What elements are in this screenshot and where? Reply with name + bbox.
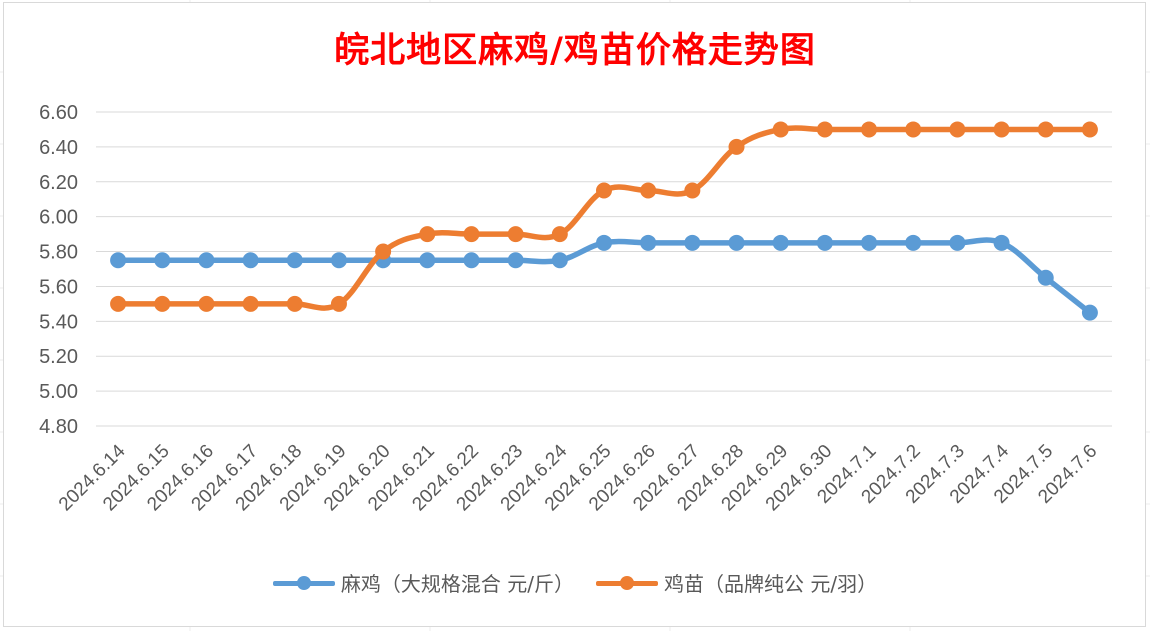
- series-0-point: [419, 252, 436, 269]
- y-tick-label: 6.40: [39, 137, 78, 159]
- series-1-point: [507, 226, 524, 243]
- series-0-point: [772, 234, 789, 251]
- series-0-point: [198, 252, 215, 269]
- series-1-point: [463, 226, 480, 243]
- legend-swatch-series-1: [596, 573, 658, 593]
- series-1-point: [1037, 121, 1054, 138]
- series-0-point: [596, 234, 612, 251]
- y-tick-label: 5.60: [39, 276, 78, 298]
- legend: 麻鸡（大规格混合 元/斤） 鸡苗（品牌纯公 元/羽）: [0, 568, 1150, 597]
- series-0-point: [728, 234, 745, 251]
- legend-label-series-0: 麻鸡（大规格混合 元/斤）: [340, 572, 574, 596]
- y-tick-label: 4.80: [39, 416, 78, 438]
- series-0-point: [330, 252, 347, 269]
- series-1-point: [286, 295, 303, 312]
- series-1-point: [419, 226, 436, 243]
- series-1-point: [905, 121, 922, 138]
- series-0-point: [640, 234, 657, 251]
- series-1-point: [596, 182, 612, 199]
- y-tick-label: 6.20: [39, 172, 78, 194]
- y-tick-label: 5.00: [39, 381, 78, 403]
- series-0-point: [242, 252, 259, 269]
- series-0-point: [463, 252, 480, 269]
- legend-item-series-1: 鸡苗（品牌纯公 元/羽）: [596, 568, 877, 597]
- series-0-point: [684, 234, 701, 251]
- series-0-point: [905, 234, 922, 251]
- series-1-point: [640, 182, 657, 199]
- series-0-point: [110, 252, 127, 269]
- y-tick-label: 6.00: [39, 207, 78, 229]
- y-tick-label: 5.80: [39, 242, 78, 264]
- series-0-point: [861, 234, 878, 251]
- y-tick-label: 5.20: [39, 346, 78, 368]
- legend-item-series-0: 麻鸡（大规格混合 元/斤）: [272, 568, 574, 597]
- series-1-point: [949, 121, 966, 138]
- series-0-point: [1081, 304, 1098, 321]
- series-0-point: [816, 234, 833, 251]
- y-tick-label: 5.40: [39, 311, 78, 333]
- series-1-point: [728, 138, 745, 155]
- series-1-point: [772, 121, 789, 138]
- series-1-point: [154, 295, 171, 312]
- legend-label-series-1: 鸡苗（品牌纯公 元/羽）: [664, 572, 878, 596]
- series-1-point: [551, 226, 568, 243]
- chart-title: 皖北地区麻鸡/鸡苗价格走势图: [334, 30, 816, 71]
- series-0-point: [507, 252, 524, 269]
- y-tick-label: 6.60: [39, 102, 78, 124]
- series-1-point: [861, 121, 878, 138]
- series-1-point: [816, 121, 833, 138]
- series-1-point: [375, 243, 392, 260]
- chart-frame[interactable]: [3, 2, 1146, 627]
- series-1-point: [684, 182, 701, 199]
- series-1-point: [330, 295, 347, 312]
- series-1-point: [1081, 121, 1098, 138]
- series-1-point: [110, 295, 127, 312]
- series-0-point: [993, 234, 1010, 251]
- series-1-point: [242, 295, 259, 312]
- series-0-point: [154, 252, 171, 269]
- series-1-point: [198, 295, 215, 312]
- series-0-point: [286, 252, 303, 269]
- series-0-point: [1037, 269, 1054, 286]
- legend-swatch-series-0: [272, 573, 335, 593]
- series-0-point: [551, 252, 568, 269]
- series-1-point: [993, 121, 1010, 138]
- series-line-1: [115, 125, 1093, 311]
- series-0-point: [949, 234, 966, 251]
